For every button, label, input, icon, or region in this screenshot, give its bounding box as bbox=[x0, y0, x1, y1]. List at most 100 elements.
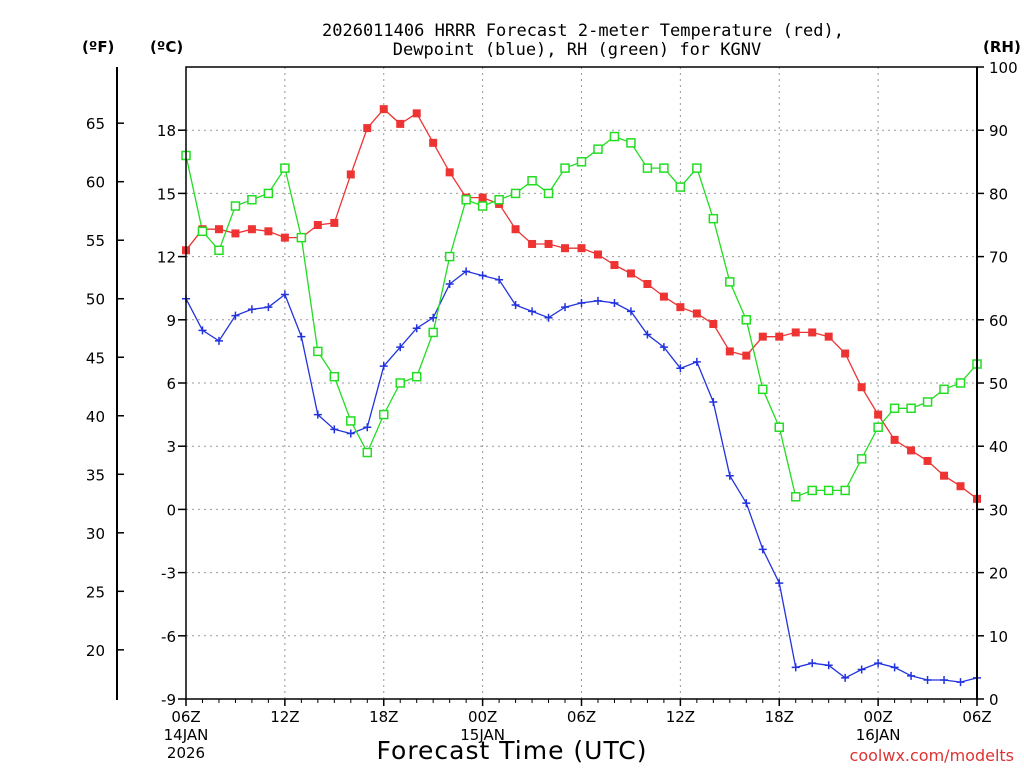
chart-title-line2: Dewpoint (blue), RH (green) for KGNV bbox=[393, 40, 761, 60]
rh-point bbox=[774, 422, 784, 432]
y-rh-tick-label: 10 bbox=[989, 628, 1008, 646]
dewpoint-point bbox=[280, 290, 289, 299]
rh-point bbox=[362, 447, 373, 458]
x-tick-label: 12Z bbox=[666, 708, 695, 726]
temperature-point bbox=[445, 168, 454, 177]
dewpoint-point bbox=[907, 671, 916, 680]
rh-point bbox=[659, 163, 669, 173]
x-tick-label: 06Z bbox=[171, 708, 200, 726]
temperature-point bbox=[857, 383, 866, 392]
rh-point bbox=[593, 144, 603, 154]
axis-ticks bbox=[117, 66, 984, 706]
dewpoint-point bbox=[495, 275, 504, 284]
y-f-tick-label: 50 bbox=[86, 291, 105, 309]
rh-point bbox=[395, 378, 405, 388]
temperature-point bbox=[264, 227, 273, 236]
y-c-tick-label: 9 bbox=[166, 312, 176, 330]
rh-point bbox=[922, 397, 933, 407]
temperature-point bbox=[890, 435, 899, 444]
rh-point bbox=[296, 232, 307, 243]
x-date-label: 16JAN bbox=[856, 726, 901, 744]
dewpoint-point bbox=[940, 676, 949, 685]
dewpoint-point bbox=[775, 579, 784, 588]
rh-point bbox=[576, 157, 587, 167]
temperature-point bbox=[478, 193, 487, 202]
rh-point bbox=[230, 201, 241, 211]
dewpoint-point bbox=[412, 324, 421, 333]
dewpoint-point bbox=[676, 364, 685, 373]
y-rh-tick-label: 50 bbox=[989, 375, 1008, 393]
temperature-point bbox=[379, 105, 388, 114]
chart-title-line1: 2026011406 HRRR Forecast 2-meter Tempera… bbox=[322, 21, 844, 41]
credit-text: coolwx.com/modelts bbox=[850, 746, 1014, 765]
dewpoint-point bbox=[297, 332, 306, 341]
dewpoint-point bbox=[396, 343, 405, 352]
rh-point bbox=[379, 409, 389, 420]
dewpoint-point bbox=[330, 425, 339, 434]
dewpoint-point bbox=[841, 673, 850, 682]
temperature-point bbox=[907, 446, 916, 455]
dewpoint-point bbox=[725, 471, 734, 480]
temperature-point bbox=[692, 309, 701, 318]
rh-point bbox=[807, 485, 817, 496]
temperature-point bbox=[659, 292, 668, 301]
dewpoint-point bbox=[429, 313, 438, 322]
y-c-tick-label: -3 bbox=[161, 565, 176, 583]
y-c-tick-label: 18 bbox=[157, 122, 176, 140]
y-f-tick-label: 25 bbox=[86, 583, 105, 601]
rh-point bbox=[823, 485, 834, 496]
x-date-label: 14JAN bbox=[164, 726, 209, 744]
x-tick-label: 12Z bbox=[270, 708, 299, 726]
dewpoint-point bbox=[626, 307, 635, 316]
temperature-point bbox=[330, 218, 339, 227]
dewpoint-point bbox=[264, 303, 273, 312]
y-c-tick-label: -6 bbox=[161, 628, 176, 646]
temperature-point bbox=[758, 332, 767, 341]
temperature-point bbox=[709, 320, 718, 329]
y-c-tick-label: 15 bbox=[157, 185, 176, 203]
dewpoint-point bbox=[758, 545, 767, 554]
dewpoint-point bbox=[231, 311, 240, 320]
temperature-point bbox=[775, 332, 784, 341]
dewpoint-point bbox=[857, 665, 866, 674]
rh-point bbox=[609, 131, 620, 142]
dewpoint-point bbox=[659, 343, 668, 352]
y-c-tick-label: -9 bbox=[161, 691, 176, 709]
tick-labels: 1815129630-3-6-9656055504540353025201009… bbox=[86, 59, 1018, 762]
y-rh-tick-label: 30 bbox=[989, 501, 1008, 519]
celsius-unit-label: (ºC) bbox=[150, 38, 183, 56]
rh-point bbox=[543, 188, 554, 199]
y-f-tick-label: 55 bbox=[86, 232, 105, 250]
temperature-point bbox=[363, 124, 372, 133]
temperature-point bbox=[247, 225, 256, 234]
temperature-point bbox=[626, 269, 635, 278]
y-rh-tick-label: 40 bbox=[989, 438, 1008, 456]
temperature-point bbox=[676, 303, 685, 312]
temperature-point bbox=[528, 239, 537, 248]
y-rh-tick-label: 100 bbox=[989, 59, 1018, 77]
rh-point bbox=[411, 371, 422, 382]
y-f-tick-label: 35 bbox=[86, 466, 105, 484]
y-c-tick-label: 0 bbox=[166, 501, 176, 519]
rh-point bbox=[313, 346, 323, 357]
rh-point bbox=[461, 194, 471, 205]
rh-point bbox=[263, 188, 274, 199]
x-tick-label: 06Z bbox=[962, 708, 991, 726]
rh-point bbox=[955, 378, 966, 388]
rh-point bbox=[280, 163, 290, 173]
temperature-point bbox=[544, 239, 553, 248]
y-c-tick-label: 3 bbox=[166, 438, 176, 456]
rh-point bbox=[889, 403, 900, 414]
y-f-tick-label: 40 bbox=[86, 408, 105, 426]
dewpoint-point bbox=[923, 676, 932, 685]
rh-point bbox=[527, 176, 537, 186]
y-rh-tick-label: 60 bbox=[989, 312, 1008, 330]
y-f-tick-label: 45 bbox=[86, 349, 105, 367]
rh-point bbox=[510, 188, 521, 199]
x-tick-label: 18Z bbox=[369, 708, 398, 726]
temperature-point bbox=[841, 349, 850, 358]
dewpoint-point bbox=[247, 305, 256, 314]
dewpoint-point bbox=[791, 663, 800, 672]
temperature-point bbox=[874, 410, 883, 419]
